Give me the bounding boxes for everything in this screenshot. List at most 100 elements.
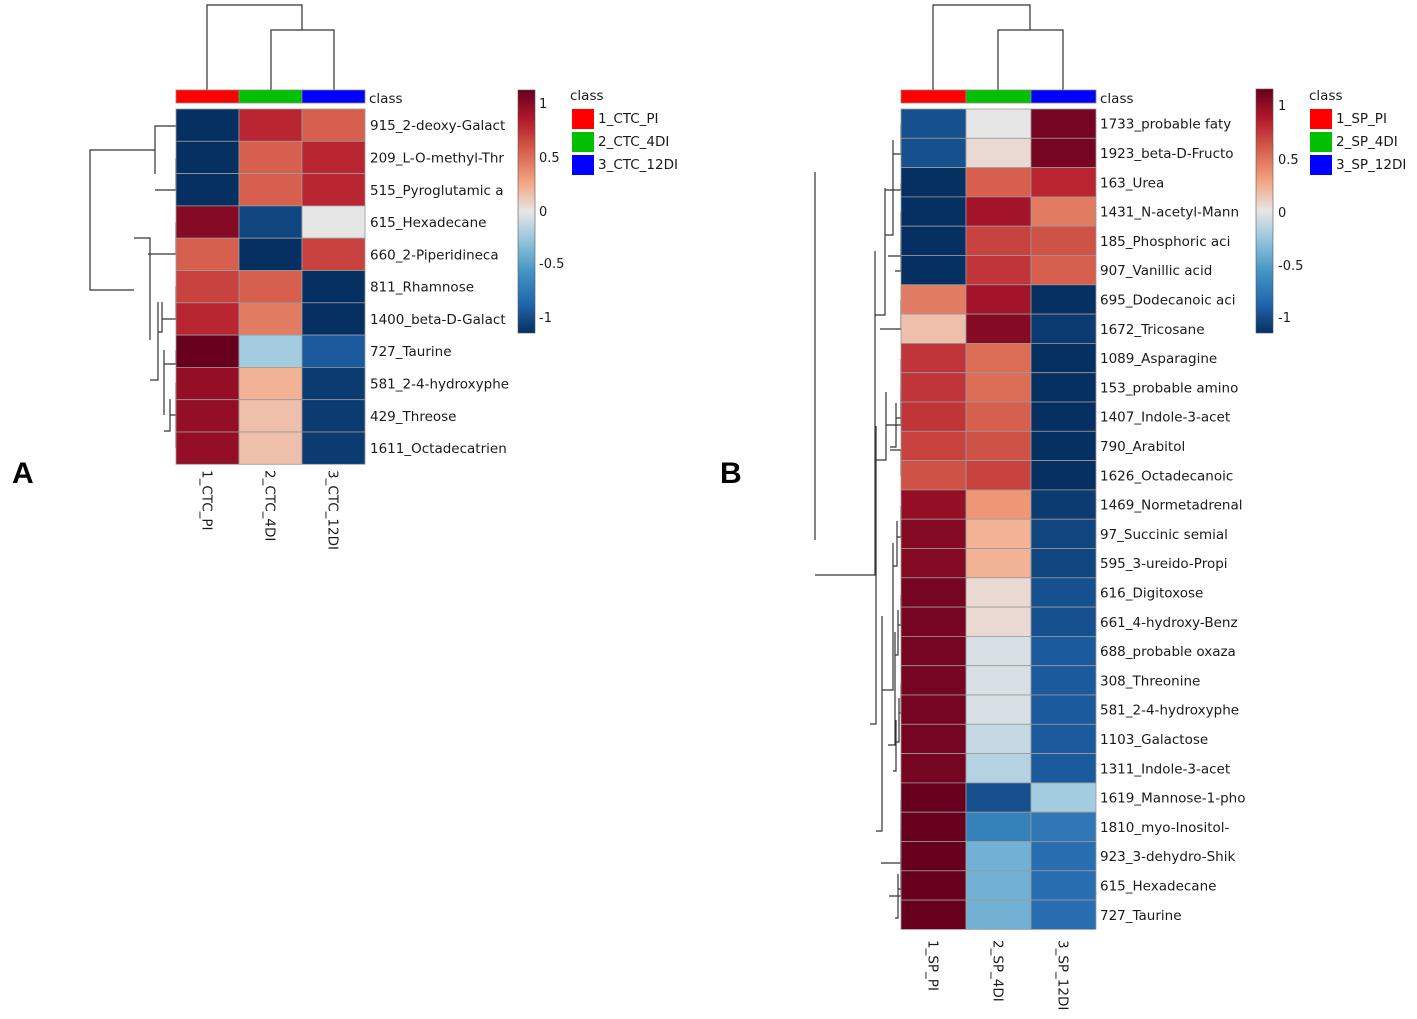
class-bar-a-col2 xyxy=(238,89,303,104)
class-legend-a: class 1_CTC_PI 2_CTC_4DI 3_CTC_12DI xyxy=(570,88,678,175)
row-labels-b: 1733_probable faty 1923_beta-D-Fructo 163_… xyxy=(1100,117,1245,924)
row-label-b-26: 615_Hexadecane xyxy=(1100,879,1216,895)
heatmap-cell-a-r7-c2 xyxy=(301,334,366,368)
heatmap-cell-b-r5-c0 xyxy=(900,255,967,286)
heatmap-cell-a-r8-c0 xyxy=(175,366,240,401)
column-label-b-0: 1_SP_PI xyxy=(925,940,941,991)
class-bar-label-b: class xyxy=(1100,91,1134,107)
class-legend-b-title: class xyxy=(1309,88,1343,104)
heatmap-cell-b-r13-c2 xyxy=(1030,489,1097,520)
colorbar-b-gradient xyxy=(1255,88,1274,334)
colorbar-a-gradient xyxy=(517,89,536,334)
heatmap-cell-b-r23-c0 xyxy=(900,782,967,813)
heatmap-cell-b-r10-c0 xyxy=(900,401,967,432)
legend-swatch-a-3 xyxy=(572,155,594,175)
legend-swatch-a-2 xyxy=(572,132,594,152)
row-label-b-17: 661_4-hydroxy-Benz xyxy=(1100,615,1238,631)
row-label-b-18: 688_probable oxaza xyxy=(1100,644,1236,660)
row-label-b-10: 1407_Indole-3-acet xyxy=(1100,410,1230,426)
legend-label-b-3: 3_SP_12DI xyxy=(1336,157,1406,173)
heatmap-cell-b-r19-c1 xyxy=(965,665,1032,696)
heatmap-cell-a-r6-c1 xyxy=(238,302,303,336)
heatmap-cell-a-r3-c2 xyxy=(301,205,366,239)
row-label-b-2: 163_Urea xyxy=(1100,175,1164,191)
heatmap-cell-b-r12-c1 xyxy=(965,460,1032,491)
heatmap-cell-b-r20-c0 xyxy=(900,694,967,725)
heatmap-cell-a-r4-c2 xyxy=(301,237,366,271)
row-label-b-14: 97_Succinic semial xyxy=(1100,527,1228,543)
heatmap-cell-b-r2-c1 xyxy=(965,167,1032,198)
colorbar-b-tick-0.5: 0.5 xyxy=(1278,153,1299,168)
row-label-a-1: 209_L-O-methyl-Thr xyxy=(370,151,504,167)
heatmap-cell-a-r6-c2 xyxy=(301,302,366,336)
row-label-b-22: 1311_Indole-3-acet xyxy=(1100,761,1230,777)
heatmap-cell-a-r3-c0 xyxy=(175,205,240,239)
row-label-a-5: 811_Rhamnose xyxy=(370,280,474,296)
heatmap-cell-a-r9-c2 xyxy=(301,399,366,433)
heatmap-cell-b-r10-c2 xyxy=(1030,401,1097,432)
heatmap-cell-b-r8-c1 xyxy=(965,342,1032,374)
colorbar-a-tick-1: 1 xyxy=(539,97,547,112)
heatmap-b: class 1733_probable faty 1923_beta-D-Fruc… xyxy=(814,4,1406,1010)
heatmap-cell-b-r5-c2 xyxy=(1030,255,1097,286)
heatmap-cell-b-r15-c0 xyxy=(900,548,967,579)
heatmap-cell-b-r19-c0 xyxy=(900,665,967,696)
column-label-b-1: 2_SP_4DI xyxy=(990,940,1006,1002)
heatmap-cell-b-r5-c1 xyxy=(965,255,1032,286)
class-bar-a-col3 xyxy=(301,89,366,104)
heatmap-cell-a-r2-c0 xyxy=(175,173,240,207)
column-dendrogram-a xyxy=(206,4,335,90)
heatmap-cell-a-r10-c1 xyxy=(238,431,303,465)
colorbar-b-tick-neg0.5: -0.5 xyxy=(1278,259,1303,274)
column-label-a-0: 1_CTC_PI xyxy=(199,470,215,531)
legend-swatch-a-1 xyxy=(572,109,594,129)
row-label-b-1: 1923_beta-D-Fructo xyxy=(1100,146,1234,162)
heatmap-cell-b-r1-c1 xyxy=(965,137,1032,169)
row-label-b-0: 1733_probable faty xyxy=(1100,117,1231,133)
heatmap-cell-b-r0-c2 xyxy=(1030,108,1097,139)
heatmap-cell-b-r18-c2 xyxy=(1030,636,1097,667)
column-label-a-2: 3_CTC_12DI xyxy=(325,470,341,550)
heatmap-cell-b-r11-c1 xyxy=(965,430,1032,461)
class-bar-b-col1 xyxy=(900,89,967,104)
heatmap-cell-a-r5-c1 xyxy=(238,270,303,304)
panel-letter-b: B xyxy=(720,457,742,490)
heatmap-cell-a-r8-c1 xyxy=(238,366,303,401)
colorbar-a: 1 0.5 0 -0.5 -1 xyxy=(517,89,564,334)
colorbar-b-tick-0: 0 xyxy=(1278,206,1286,221)
row-label-b-20: 581_2-4-hydroxyphe xyxy=(1100,703,1239,719)
heatmap-cell-b-r25-c2 xyxy=(1030,841,1097,872)
heatmap-cell-b-r9-c2 xyxy=(1030,372,1097,403)
row-label-a-8: 581_2-4-hydroxyphe xyxy=(370,377,509,393)
heatmap-cell-b-r19-c2 xyxy=(1030,665,1097,696)
row-label-b-4: 185_Phosphoric aci xyxy=(1100,234,1230,250)
heatmap-cell-b-r17-c1 xyxy=(965,606,1032,637)
heatmap-cell-b-r4-c2 xyxy=(1030,225,1097,256)
heatmap-cell-b-r0-c0 xyxy=(900,108,967,139)
heatmap-cell-b-r24-c0 xyxy=(900,811,967,842)
heatmap-cell-b-r14-c2 xyxy=(1030,518,1097,549)
heatmap-cell-b-r18-c1 xyxy=(965,636,1032,667)
heatmap-cell-b-r12-c0 xyxy=(900,460,967,491)
row-label-b-25: 923_3-dehydro-Shik xyxy=(1100,849,1235,865)
heatmap-cell-a-r0-c0 xyxy=(175,108,240,142)
class-bar-b xyxy=(900,89,1097,104)
heatmap-cell-b-r11-c0 xyxy=(900,430,967,461)
colorbar-a-tick-0.5: 0.5 xyxy=(539,151,560,166)
heatmap-cell-b-r27-c0 xyxy=(900,899,967,930)
heatmap-cell-a-r6-c0 xyxy=(175,302,240,336)
heatmap-cell-a-r7-c0 xyxy=(175,334,240,368)
class-bar-b-col2 xyxy=(965,89,1032,104)
heatmap-cell-a-r1-c2 xyxy=(301,140,366,175)
heatmap-cell-a-r2-c1 xyxy=(238,173,303,207)
class-legend-a-title: class xyxy=(570,88,604,104)
heatmap-cell-a-r1-c1 xyxy=(238,140,303,175)
heatmap-cell-b-r24-c2 xyxy=(1030,811,1097,842)
heatmap-cell-b-r23-c2 xyxy=(1030,782,1097,813)
colorbar-a-tick-0: 0 xyxy=(539,205,547,220)
row-label-a-4: 660_2-Piperidineca xyxy=(370,247,499,263)
row-label-b-5: 907_Vanillic acid xyxy=(1100,263,1212,279)
class-bar-b-col3 xyxy=(1030,89,1097,104)
row-label-a-0: 915_2-deoxy-Galact xyxy=(370,118,505,134)
